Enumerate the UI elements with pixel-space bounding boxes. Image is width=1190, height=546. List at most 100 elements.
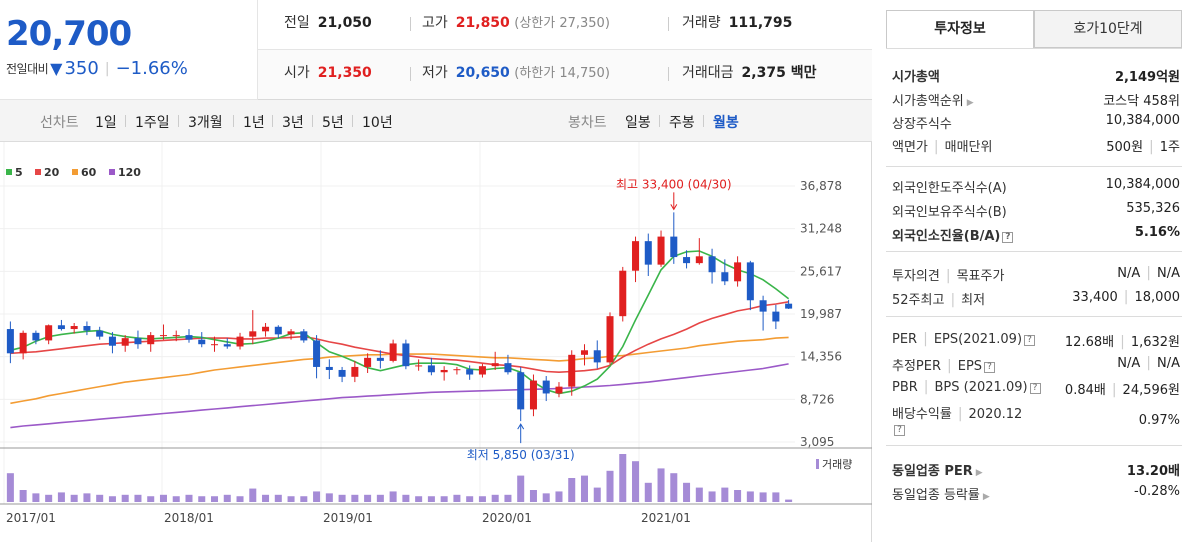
legend-label: 5 [15, 166, 23, 179]
change-percent: −1.66% [116, 58, 188, 79]
candle-body [606, 316, 613, 362]
candle-weekly[interactable]: 주봉 [669, 112, 695, 132]
candle-body [543, 381, 550, 394]
volume-bar [402, 495, 409, 502]
volume-bar [696, 488, 703, 502]
candle-body [185, 335, 192, 340]
candle-body [160, 335, 167, 336]
volume-bar [147, 496, 154, 502]
candle-body [58, 325, 65, 329]
volume-bar [734, 490, 741, 502]
candle-body [696, 256, 703, 263]
candle-body [645, 241, 652, 264]
candle-body [568, 355, 575, 387]
candle-body [492, 363, 499, 366]
candle-body [173, 335, 180, 336]
candle-body [364, 358, 371, 367]
legend-label: 60 [81, 166, 97, 179]
volume-bar [351, 495, 358, 502]
summary-row-2: 시가 21,350 저가 20,650 (하한가 14,750) 거래대금 2,375… [258, 50, 872, 100]
52w-row: 52주최고 | 최저 33,400 | 18,000 [892, 287, 1180, 309]
volume-bar [658, 468, 665, 502]
change-value: 350 [64, 58, 98, 79]
tab-invest-info[interactable]: 투자정보 [886, 10, 1034, 48]
foreign-hold-row: 외국인보유주식수(B) 535,326 [892, 199, 1180, 221]
candle-body [670, 237, 677, 257]
y-tick-label: 14,356 [800, 350, 842, 364]
divider [668, 67, 669, 81]
info-tabs: 투자정보 호가10단계 [886, 10, 1182, 48]
volume-bar [632, 461, 639, 502]
candle-body [441, 370, 448, 372]
volume-bar [479, 496, 486, 502]
period-3m[interactable]: 3개월 [188, 112, 223, 132]
est-per-row: 추정PER | EPS? N/A | N/A [892, 353, 1180, 375]
volume-bar [288, 496, 295, 502]
volume-bar [377, 495, 384, 502]
volume-bar [606, 471, 613, 502]
volume-bar [185, 495, 192, 502]
volume-bar [32, 493, 39, 502]
period-1d[interactable]: 1일 [95, 112, 117, 132]
period-3y[interactable]: 3년 [282, 112, 304, 132]
volume-legend-swatch [816, 459, 819, 469]
candle-daily[interactable]: 일봉 [625, 112, 651, 132]
y-tick-label: 8,726 [800, 392, 834, 406]
help-icon[interactable]: ? [894, 425, 905, 436]
chart-svg: 36,878 31,248 25,617 19,987 14,356 8,726 3,095… [0, 142, 872, 542]
x-tick-label: 2017/01 [6, 511, 56, 525]
prev-close: 전일 21,050 [284, 12, 372, 32]
volume-bar [747, 491, 754, 502]
help-icon[interactable]: ? [984, 362, 995, 373]
candle-body [785, 304, 792, 309]
volume-bar [71, 495, 78, 502]
candle-body [211, 344, 218, 345]
rank-row[interactable]: 시가총액순위 ▶ 코스닥 458위 [892, 88, 1180, 110]
left-panel: 20,700 전일대비 ▼ 350 | −1.66% 전일 21,050 고가 21… [0, 0, 872, 542]
period-10y[interactable]: 10년 [362, 112, 393, 132]
ma120-line [10, 364, 788, 428]
market-cap-row: 시가총액 2,149억원 [892, 64, 1180, 86]
candle-body [466, 369, 473, 374]
industry-rate-row[interactable]: 동일업종 등락률 ▶ -0.28% [892, 482, 1180, 504]
candle-body [402, 343, 409, 366]
period-1w[interactable]: 1주일 [135, 112, 170, 132]
candle-body [109, 337, 116, 346]
volume-bar [581, 476, 588, 502]
tab-order-book[interactable]: 호가10단계 [1034, 10, 1182, 48]
candle-monthly[interactable]: 월봉 [713, 112, 739, 132]
volume-bar [211, 496, 218, 502]
candle-body [237, 337, 244, 347]
max-annotation: 최고 33,400 (04/30) [616, 177, 732, 191]
period-1y[interactable]: 1년 [243, 112, 265, 132]
per-row: PER | EPS(2021.09)? 12.68배 | 1,632원 [892, 329, 1180, 351]
help-icon[interactable]: ? [1024, 335, 1035, 346]
y-tick-label: 25,617 [800, 264, 842, 278]
candle-body [594, 350, 601, 362]
help-icon[interactable]: ? [1002, 232, 1013, 243]
legend-swatch [72, 169, 78, 175]
candle-body [71, 326, 78, 329]
low-price: 저가 20,650 (하한가 14,750) [422, 62, 610, 82]
legend-label: 120 [118, 166, 141, 179]
trade-amount: 거래대금 2,375 백만 [682, 62, 816, 82]
help-icon[interactable]: ? [1030, 383, 1041, 394]
pbr-row: PBR | BPS (2021.09)? 0.84배 | 24,596원 [892, 377, 1180, 399]
volume-bar [530, 490, 537, 502]
stock-chart[interactable]: 36,878 31,248 25,617 19,987 14,356 8,726 3,095… [0, 142, 872, 542]
candle-body [377, 358, 384, 361]
par-row: 액면가 | 매매단위 500원 | 1주 [892, 134, 1180, 156]
volume-bar [364, 495, 371, 502]
shares-row: 상장주식수 10,384,000 [892, 111, 1180, 133]
y-tick-label: 36,878 [800, 179, 842, 193]
volume-bar [134, 495, 141, 502]
dividend-row: 배당수익률 | 2020.12? 0.97% [892, 401, 1180, 441]
industry-per-row[interactable]: 동일업종 PER ▶ 13.20배 [892, 458, 1180, 480]
legend-label: 20 [44, 166, 60, 179]
period-5y[interactable]: 5년 [322, 112, 344, 132]
volume-bar [249, 489, 256, 502]
candle-body [619, 271, 626, 316]
volume-bar [326, 493, 333, 502]
volume-bar [20, 490, 27, 502]
volume-bar [300, 496, 307, 502]
